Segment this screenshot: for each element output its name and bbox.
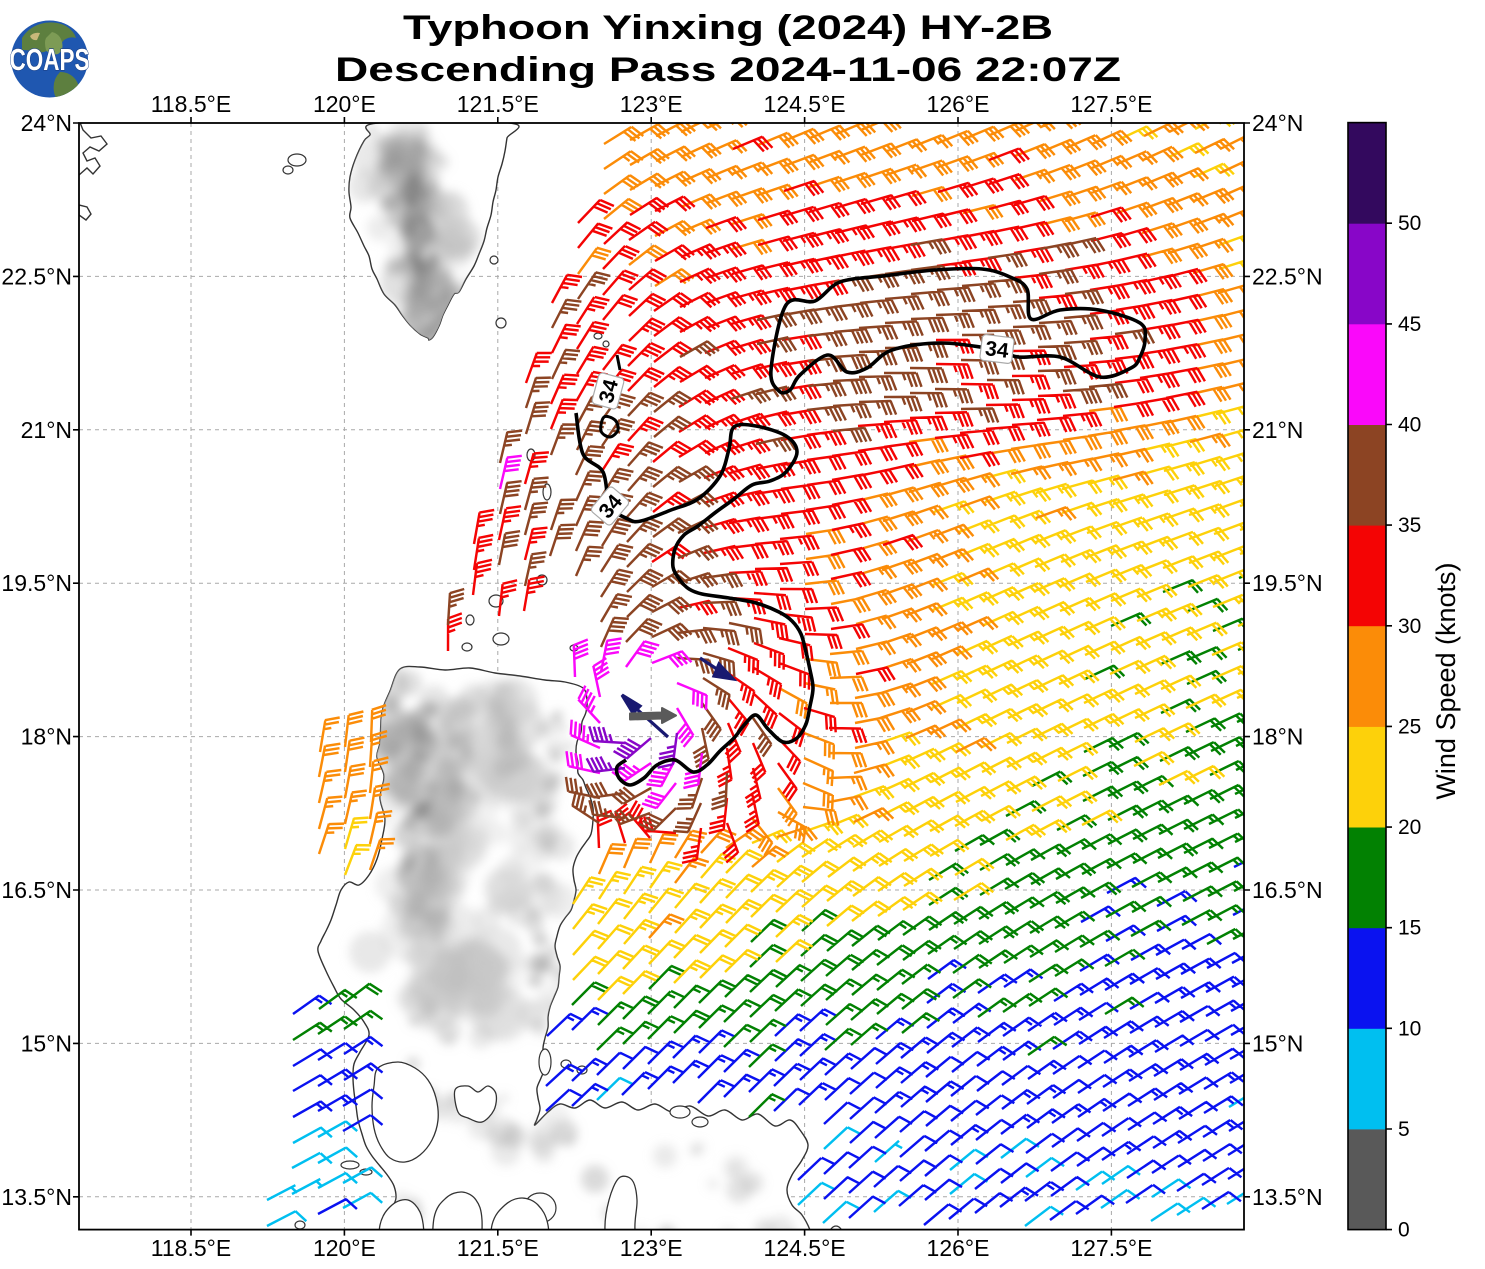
svg-text:35: 35 [1398, 514, 1421, 537]
svg-text:20: 20 [1398, 816, 1421, 839]
svg-text:25: 25 [1398, 715, 1421, 738]
svg-text:21°N: 21°N [21, 417, 72, 443]
svg-text:120°E: 120°E [313, 91, 376, 117]
svg-text:22.5°N: 22.5°N [1, 263, 72, 289]
svg-text:50: 50 [1398, 212, 1421, 235]
svg-text:126°E: 126°E [927, 91, 990, 117]
svg-text:Wind Speed (knots): Wind Speed (knots) [1431, 562, 1461, 799]
svg-text:Descending Pass 2024-11-06 22:: Descending Pass 2024-11-06 22:07Z [335, 51, 1121, 89]
svg-text:15°N: 15°N [21, 1030, 72, 1056]
svg-text:16.5°N: 16.5°N [1252, 877, 1323, 903]
svg-text:127.5°E: 127.5°E [1070, 1235, 1152, 1261]
svg-text:19.5°N: 19.5°N [1, 570, 72, 596]
svg-text:118.5°E: 118.5°E [151, 91, 231, 117]
svg-text:34: 34 [984, 337, 1010, 363]
svg-text:121.5°E: 121.5°E [457, 1235, 539, 1261]
svg-text:10: 10 [1398, 1017, 1421, 1040]
svg-text:24°N: 24°N [1252, 110, 1303, 136]
svg-text:15°N: 15°N [1252, 1030, 1303, 1056]
svg-text:19.5°N: 19.5°N [1252, 570, 1323, 596]
svg-text:18°N: 18°N [21, 724, 72, 750]
svg-text:40: 40 [1398, 414, 1421, 437]
svg-text:16.5°N: 16.5°N [1, 877, 72, 903]
svg-text:45: 45 [1398, 313, 1421, 336]
svg-text:13.5°N: 13.5°N [1, 1184, 72, 1210]
svg-text:118.5°E: 118.5°E [151, 1235, 231, 1261]
svg-text:121.5°E: 121.5°E [457, 91, 539, 117]
svg-text:123°E: 123°E [620, 91, 683, 117]
svg-text:126°E: 126°E [927, 1235, 990, 1261]
svg-text:5: 5 [1398, 1118, 1410, 1141]
svg-text:124.5°E: 124.5°E [764, 1235, 846, 1261]
svg-text:Typhoon Yinxing (2024) HY-2B: Typhoon Yinxing (2024) HY-2B [403, 9, 1053, 47]
svg-text:0: 0 [1398, 1219, 1410, 1242]
svg-text:22.5°N: 22.5°N [1252, 263, 1323, 289]
svg-text:30: 30 [1398, 615, 1421, 638]
svg-text:COAPS: COAPS [10, 42, 90, 77]
svg-text:21°N: 21°N [1252, 417, 1303, 443]
svg-text:120°E: 120°E [313, 1235, 376, 1261]
svg-text:18°N: 18°N [1252, 724, 1303, 750]
svg-text:13.5°N: 13.5°N [1252, 1184, 1323, 1210]
svg-text:127.5°E: 127.5°E [1070, 91, 1152, 117]
svg-text:123°E: 123°E [620, 1235, 683, 1261]
svg-text:24°N: 24°N [21, 110, 72, 136]
svg-text:15: 15 [1398, 917, 1421, 940]
svg-text:124.5°E: 124.5°E [764, 91, 846, 117]
